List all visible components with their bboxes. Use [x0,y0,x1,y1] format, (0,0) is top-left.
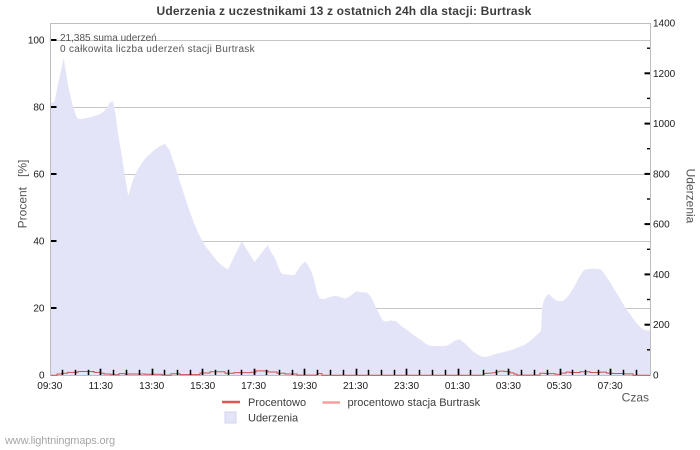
svg-text:Uderzenia: Uderzenia [248,413,299,425]
svg-text:20: 20 [33,304,45,315]
svg-text:800: 800 [653,169,670,180]
svg-text:600: 600 [653,220,670,231]
svg-text:200: 200 [653,320,670,331]
svg-text:www.lightningmaps.org: www.lightningmaps.org [4,435,115,447]
svg-text:0 całkowita liczba uderzeń sta: 0 całkowita liczba uderzeń stacji Burtra… [60,44,256,55]
svg-text:60: 60 [33,170,45,181]
svg-text:23:30: 23:30 [394,381,419,392]
svg-text:0: 0 [39,371,45,382]
svg-text:19:30: 19:30 [292,381,317,392]
svg-text:13:30: 13:30 [139,381,164,392]
svg-text:07:30: 07:30 [598,381,623,392]
svg-text:03:30: 03:30 [496,381,521,392]
svg-text:09:30: 09:30 [37,381,62,392]
svg-text:Uderzenia: Uderzenia [684,169,698,224]
svg-text:80: 80 [33,103,45,114]
svg-text:15:30: 15:30 [190,381,215,392]
svg-text:01:30: 01:30 [445,381,470,392]
svg-text:21,385 suma uderzeń: 21,385 suma uderzeń [60,33,157,44]
svg-text:400: 400 [653,270,670,281]
svg-text:40: 40 [33,237,45,248]
svg-text:21:30: 21:30 [343,381,368,392]
svg-text:procentowo stacja Burtrask: procentowo stacja Burtrask [348,397,481,409]
svg-text:Uderzenia z uczestnikami 13 z: Uderzenia z uczestnikami 13 z ostatnich … [157,4,532,18]
svg-text:Procentowo: Procentowo [248,397,306,409]
svg-text:11:30: 11:30 [89,381,114,392]
svg-text:Czas: Czas [622,391,649,405]
svg-text:17:30: 17:30 [241,381,266,392]
svg-text:1200: 1200 [653,69,676,80]
svg-text:100: 100 [28,36,45,47]
svg-text:0: 0 [653,371,659,382]
svg-text:1400: 1400 [653,19,676,30]
svg-text:05:30: 05:30 [547,381,572,392]
svg-text:Procent [%]: Procent [%] [16,160,30,229]
svg-text:1000: 1000 [653,119,676,130]
